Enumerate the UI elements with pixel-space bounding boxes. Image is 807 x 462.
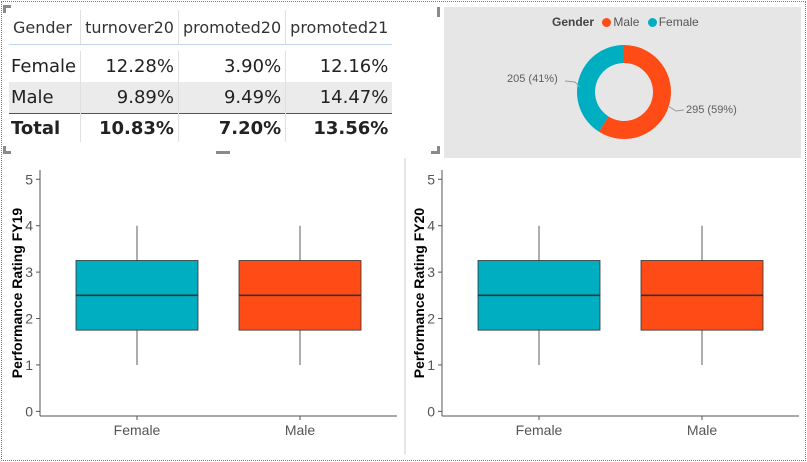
y-tick-label: 3 xyxy=(25,264,33,280)
y-tick-label: 2 xyxy=(25,311,33,327)
resize-handle-bottom-right[interactable] xyxy=(431,151,440,154)
column-header-gender[interactable]: Gender xyxy=(9,10,82,45)
table-total-row[interactable]: Total 10.83% 7.20% 13.56% xyxy=(9,113,393,142)
resize-handle-top-left[interactable] xyxy=(3,5,6,13)
y-tick-label: 5 xyxy=(427,171,435,187)
resize-handle-bottom-middle[interactable] xyxy=(216,151,230,154)
x-tick-label: Male xyxy=(285,422,316,438)
column-header-promoted21[interactable]: promoted21 xyxy=(285,10,393,45)
y-tick-label: 3 xyxy=(427,264,435,280)
female-leader-line xyxy=(564,80,581,88)
legend-female-swatch xyxy=(647,18,657,27)
visual-divider xyxy=(404,158,406,454)
legend-title: Gender xyxy=(552,15,595,29)
boxplot-fy19-chart: 0 1 2 3 4 5 Performance Rating FY19 Female Male xyxy=(9,170,397,438)
resize-handle-top-left[interactable] xyxy=(3,5,11,8)
row-label: Male xyxy=(9,82,82,114)
legend-female-label[interactable]: Female xyxy=(658,15,699,29)
y-tick-label: 4 xyxy=(427,218,435,234)
y-tick-label: 1 xyxy=(427,357,435,373)
gender-donut-visual[interactable]: Gender Male Female 205 (41%) 295 (59%) xyxy=(444,7,801,158)
x-tick-label: Female xyxy=(114,422,161,438)
x-tick-label: Male xyxy=(687,422,718,438)
row-label: Female xyxy=(9,51,82,82)
table-cell: 13.56% xyxy=(285,113,393,142)
boxplot-fy19-visual[interactable]: 0 1 2 3 4 5 Performance Rating FY19 Female Male xyxy=(4,164,397,446)
x-tick-label: Female xyxy=(516,422,563,438)
table-cell: 14.47% xyxy=(285,82,393,114)
donut-chart xyxy=(564,45,685,139)
male-slice-label: 295 (59%) xyxy=(686,104,737,116)
total-label: Total xyxy=(9,113,82,142)
donut-slice-female xyxy=(577,45,624,132)
table-cell: 3.90% xyxy=(178,51,287,82)
table-header-row: Gender turnover20 promoted20 promoted21 xyxy=(9,10,393,45)
table-cell: 7.20% xyxy=(178,113,287,142)
y-axis-title: Performance Rating FY19 xyxy=(9,208,25,379)
boxplot-fy20-visual[interactable]: 0 1 2 3 4 5 Performance Rating FY20 Female Male xyxy=(406,164,799,446)
table-cell: 12.16% xyxy=(319,56,389,77)
y-tick-label: 4 xyxy=(25,218,33,234)
donut-slice-male xyxy=(598,45,671,139)
resize-handle-top-right[interactable] xyxy=(437,7,440,17)
table-cell: 12.28% xyxy=(80,51,179,82)
resize-handle-bottom-right[interactable] xyxy=(437,146,440,154)
column-header-turnover20[interactable]: turnover20 xyxy=(80,10,179,45)
y-tick-label: 5 xyxy=(25,171,33,187)
column-header-promoted20[interactable]: promoted20 xyxy=(178,10,287,45)
resize-handle-bottom-left[interactable] xyxy=(3,146,6,154)
y-tick-label: 0 xyxy=(25,403,33,419)
summary-table-visual[interactable]: Gender turnover20 promoted20 promoted21 … xyxy=(3,5,440,154)
boxplot-fy20-chart: 0 1 2 3 4 5 Performance Rating FY20 Female Male xyxy=(411,170,799,438)
summary-table: Gender turnover20 promoted20 promoted21 … xyxy=(9,10,393,142)
table-cell: 9.49% xyxy=(178,82,287,114)
y-tick-label: 1 xyxy=(25,357,33,373)
y-tick-label: 2 xyxy=(427,311,435,327)
table-row[interactable]: Male 9.89% 9.49% 14.47% xyxy=(9,82,393,114)
y-tick-label: 0 xyxy=(427,403,435,419)
donut-legend: Gender Male Female xyxy=(552,15,699,29)
male-leader-line xyxy=(667,105,685,112)
legend-male-swatch xyxy=(602,18,612,27)
resize-handle-bottom-left[interactable] xyxy=(3,151,11,154)
y-axis-title: Performance Rating FY20 xyxy=(411,208,427,379)
table-cell: 10.83% xyxy=(80,113,179,142)
legend-male-label[interactable]: Male xyxy=(613,15,640,29)
table-row[interactable]: Female 12.28% 3.90% 12.16% xyxy=(9,51,392,82)
female-slice-label: 205 (41%) xyxy=(507,73,558,85)
table-cell: 9.89% xyxy=(80,82,179,114)
